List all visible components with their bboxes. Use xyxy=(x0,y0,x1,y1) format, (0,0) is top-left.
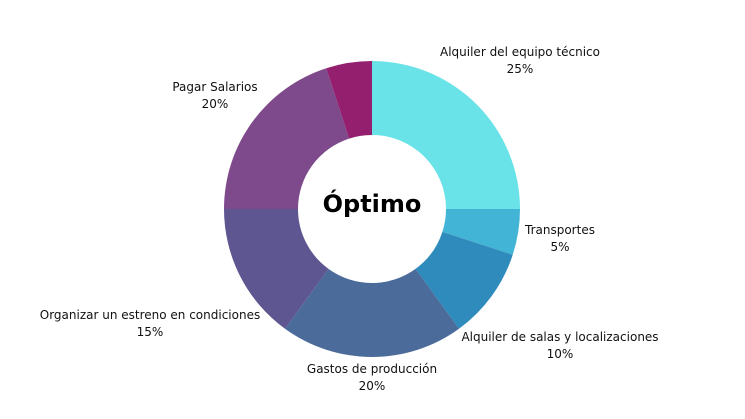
donut-slice-3 xyxy=(285,268,459,358)
donut-slice-1 xyxy=(442,209,520,255)
slice-label-transportes: Transportes 5% xyxy=(518,222,602,256)
slice-label-alquiler-salas: Alquiler de salas y localizaciones 10% xyxy=(450,329,670,363)
label-value: 15% xyxy=(136,325,164,339)
label-value: 20% xyxy=(201,97,229,111)
label-value: 5% xyxy=(550,240,570,254)
slice-label-alquiler-equipo: Alquiler del equipo técnico 25% xyxy=(420,44,620,78)
label-name: Organizar un estreno en condiciones xyxy=(39,308,261,322)
label-value: 10% xyxy=(546,347,574,361)
slice-label-pagar-salarios: Pagar Salarios 20% xyxy=(160,79,270,113)
donut-slice-0 xyxy=(372,61,520,209)
label-name: Alquiler del equipo técnico xyxy=(440,45,600,59)
label-name: Gastos de producción xyxy=(306,362,438,376)
slice-label-organizar: Organizar un estreno en condiciones 15% xyxy=(30,307,270,341)
label-name: Alquiler de salas y localizaciones xyxy=(461,330,659,344)
label-name: Transportes xyxy=(525,223,595,237)
label-name: Pagar Salarios xyxy=(172,80,258,94)
label-value: 25% xyxy=(506,62,534,76)
donut-slice-4 xyxy=(224,209,329,329)
donut-slice-5 xyxy=(224,68,350,209)
donut-slice-6 xyxy=(326,61,372,139)
donut-slice-2 xyxy=(415,231,513,329)
center-label: Óptimo xyxy=(322,190,422,218)
label-value: 20% xyxy=(358,379,386,393)
slice-label-gastos: Gastos de producción 20% xyxy=(292,361,452,395)
